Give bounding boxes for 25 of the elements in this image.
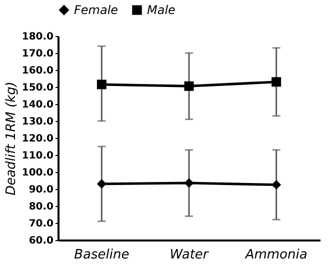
y-tick-label: 140.0 bbox=[22, 100, 54, 110]
point bbox=[184, 178, 194, 188]
y-tick-label: 60.0 bbox=[28, 236, 54, 246]
legend-label: Male bbox=[147, 3, 176, 18]
legend-label: Female bbox=[74, 3, 118, 18]
y-tick-label: 160.0 bbox=[22, 66, 54, 76]
y-tick-label: 80.0 bbox=[28, 202, 54, 212]
y-tick-label: 170.0 bbox=[22, 48, 54, 60]
y-tick-label: 110.0 bbox=[22, 150, 54, 162]
x-tick-label: Ammonia bbox=[244, 248, 308, 262]
y-tick-label: 100.0 bbox=[22, 168, 54, 178]
x-tick-label: Baseline bbox=[74, 248, 130, 262]
point bbox=[272, 180, 282, 190]
point bbox=[96, 179, 106, 189]
y-tick-label: 180.0 bbox=[22, 32, 54, 42]
point bbox=[272, 77, 282, 87]
point bbox=[96, 80, 106, 90]
x-tick-label: Water bbox=[170, 248, 210, 262]
y-axis-title: Deadlift 1RM (kg) bbox=[4, 82, 19, 196]
point bbox=[184, 81, 194, 91]
y-tick-label: 130.0 bbox=[22, 116, 54, 128]
y-tick-label: 150.0 bbox=[22, 82, 54, 94]
y-tick-label: 120.0 bbox=[22, 134, 54, 144]
y-tick-label: 70.0 bbox=[28, 218, 54, 230]
y-tick-label: 90.0 bbox=[28, 184, 54, 196]
